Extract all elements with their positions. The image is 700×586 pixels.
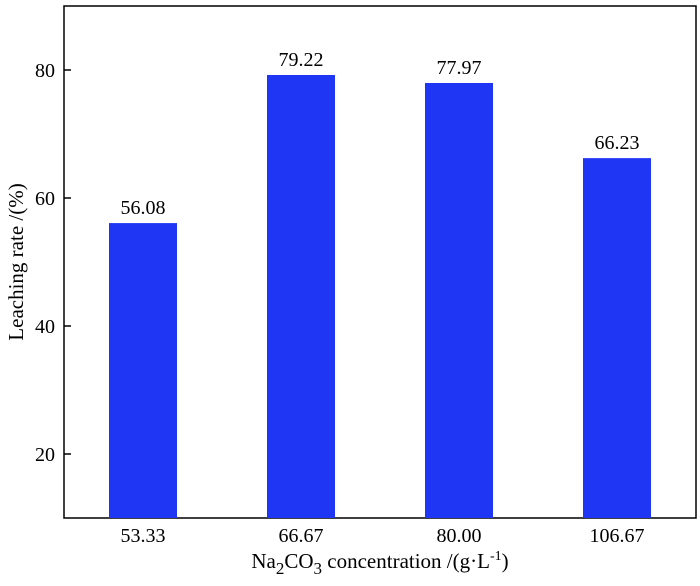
x-axis-title-close: ): [502, 549, 509, 573]
x-axis-title-mid: CO: [284, 549, 313, 573]
bar: [425, 82, 493, 518]
x-axis-title-suffix: concentration /(g·L: [322, 549, 490, 573]
x-tick-label: 80.00: [437, 525, 482, 547]
y-axis-title: Leaching rate /(%): [4, 183, 28, 340]
x-axis-title-sup: -1: [490, 549, 502, 564]
x-tick-label: 106.67: [590, 525, 645, 547]
y-tick-label: 80: [35, 60, 55, 82]
bar-value-label: 66.23: [595, 132, 640, 154]
x-tick-label: 53.33: [121, 525, 166, 547]
bars: [109, 74, 651, 519]
bar: [267, 74, 335, 518]
x-axis: 53.33 66.67 80.00 106.67: [121, 511, 645, 547]
bar-value-label: 77.97: [437, 57, 482, 79]
x-tick-label: 66.67: [279, 525, 324, 547]
bar: [583, 158, 651, 519]
x-axis-title: Na2CO3 concentration /(g·L-1): [251, 549, 508, 578]
y-tick-label: 20: [35, 444, 55, 466]
x-axis-title-prefix: Na: [251, 549, 276, 573]
x-axis-title-sub1: 2: [276, 559, 285, 578]
bar-value-label: 56.08: [121, 197, 166, 219]
x-axis-title-sub2: 3: [314, 559, 323, 578]
bar-value-label: 79.22: [279, 49, 324, 71]
y-tick-label: 40: [35, 316, 55, 338]
bar-value-labels: 56.08 79.22 77.97 66.23: [121, 49, 640, 219]
plot-frame: [63, 5, 697, 519]
y-axis: 20 40 60 80: [35, 60, 71, 466]
bar: [109, 223, 177, 518]
y-tick-label: 60: [35, 188, 55, 210]
